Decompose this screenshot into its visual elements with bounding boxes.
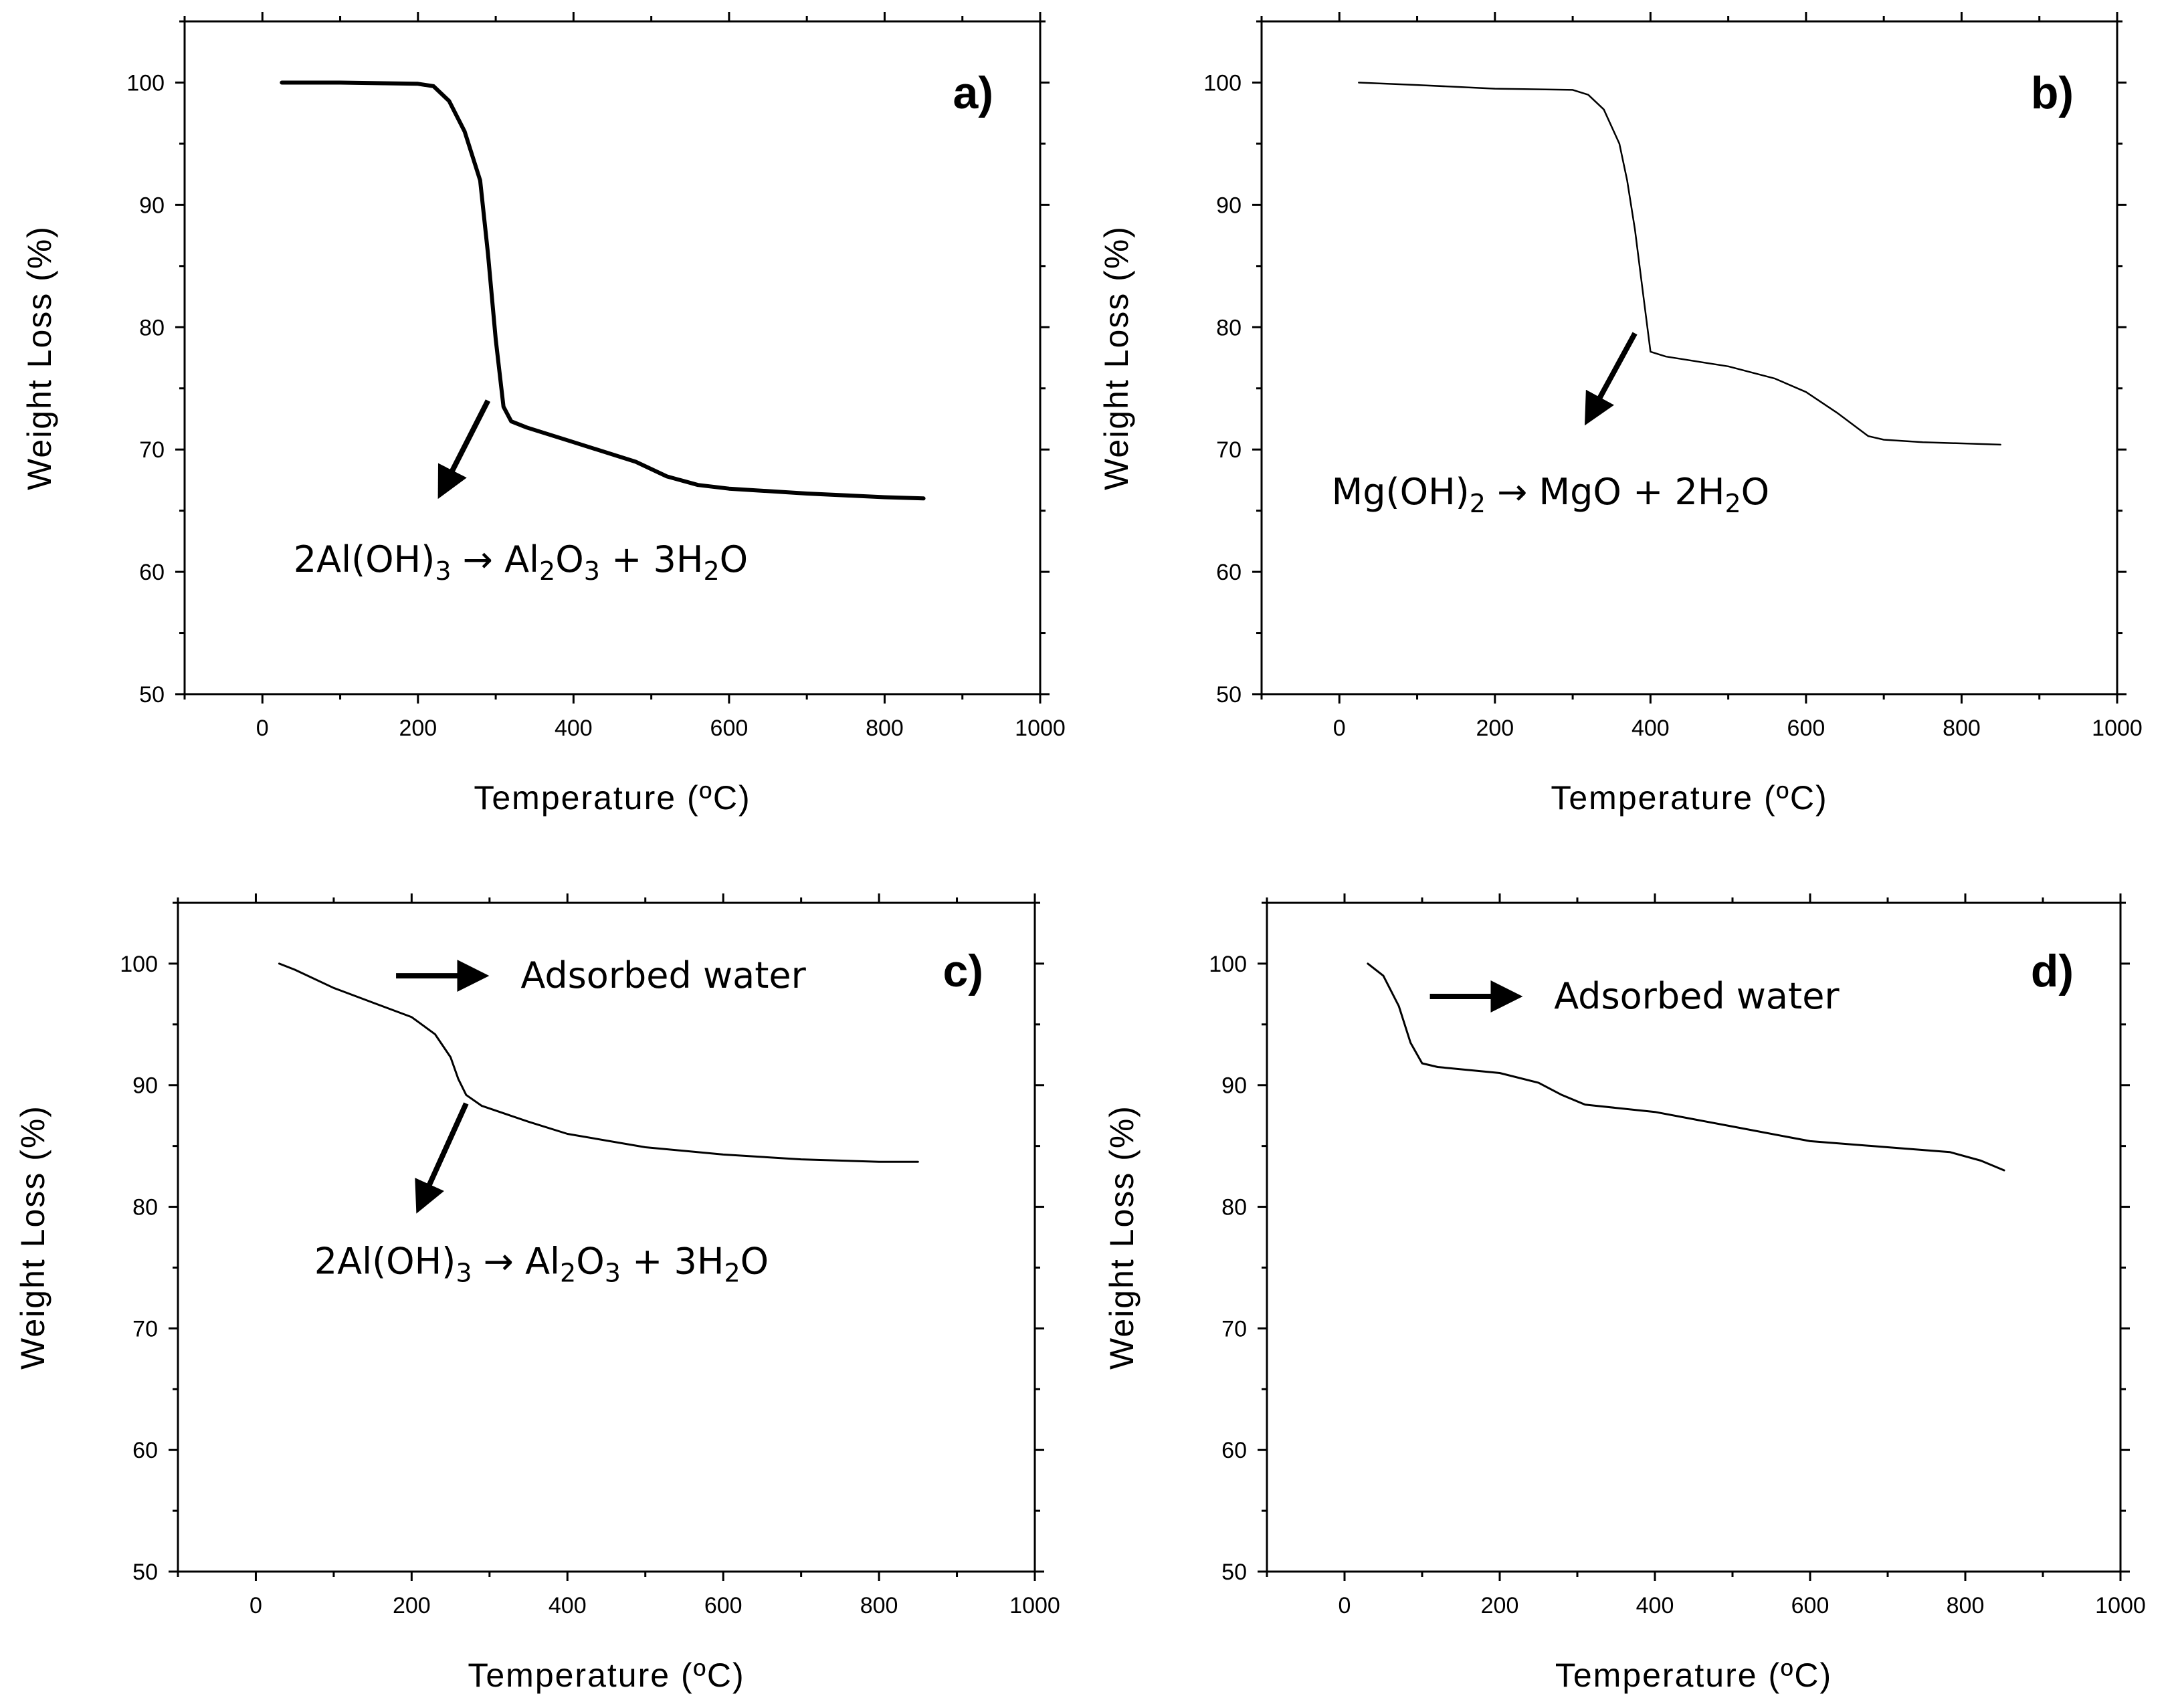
y-tick-label: 50	[132, 1560, 158, 1585]
x-tick-label: 600	[1791, 1593, 1830, 1618]
x-tick-label: 1000	[1009, 1593, 1060, 1618]
panel-label: b)	[2031, 68, 2074, 118]
y-tick-label: 60	[1221, 1438, 1247, 1463]
y-tick-label: 100	[120, 952, 158, 977]
y-tick-label: 90	[1216, 193, 1242, 218]
y-tick-label: 60	[1216, 560, 1242, 585]
x-tick-label: 0	[1333, 716, 1346, 741]
annotation-arrow	[415, 1102, 469, 1214]
x-tick-label: 400	[1636, 1593, 1674, 1618]
y-tick-label: 80	[1221, 1195, 1247, 1220]
y-tick-label: 90	[1221, 1073, 1247, 1099]
plot-frame	[183, 20, 1042, 696]
x-tick-label: 400	[555, 716, 593, 741]
x-axis-title: Temperature (ºC)	[474, 779, 751, 817]
series-line	[1358, 82, 2001, 446]
series-line	[280, 80, 926, 501]
x-tick-label: 200	[1476, 716, 1514, 741]
x-tick-label: 400	[1632, 716, 1670, 741]
y-tick-label: 70	[1216, 437, 1242, 463]
annotation-text: Mg(OH)2 → MgO + 2H2O	[1332, 471, 1770, 518]
x-tick-label: 800	[866, 716, 904, 741]
x-tick-label: 200	[393, 1593, 431, 1618]
y-tick-label: 100	[1209, 952, 1247, 977]
series-line	[278, 962, 919, 1163]
x-tick-label: 0	[256, 716, 269, 741]
y-tick-label: 80	[1216, 315, 1242, 340]
x-tick-label: 400	[549, 1593, 587, 1618]
annotation-text: 2Al(OH)3 → Al2O3 + 3H2O	[294, 538, 748, 586]
panel-c: 0 200 400 600 800 1000 50 60 70 80 90 100 Temperatur…	[14, 893, 1060, 1694]
annotation-text: Adsorbed water	[520, 954, 806, 996]
y-tick-label: 90	[132, 1073, 158, 1099]
x-tick-label: 1000	[2092, 716, 2143, 741]
panel-b: 0 200 400 600 800 1000 50 60 70 80 90 100 Temperatur…	[1098, 12, 2143, 817]
annotation-arrow	[437, 399, 491, 500]
x-axis-title: Temperature (ºC)	[468, 1657, 745, 1694]
y-tick-label: 70	[132, 1316, 158, 1342]
y-tick-label: 100	[1203, 70, 1242, 96]
x-tick-label: 800	[1947, 1593, 1985, 1618]
x-tick-label: 0	[250, 1593, 262, 1618]
y-tick-label: 70	[139, 437, 165, 463]
x-tick-label: 600	[704, 1593, 743, 1618]
x-tick-label: 1000	[1015, 716, 1066, 741]
panel-label: a)	[953, 68, 993, 118]
x-tick-label: 0	[1339, 1593, 1351, 1618]
x-tick-label: 1000	[2095, 1593, 2146, 1618]
y-axis-title: Weight Loss (%)	[14, 1105, 52, 1370]
y-tick-label: 50	[1221, 1560, 1247, 1585]
x-tick-label: 800	[860, 1593, 898, 1618]
plot-frame	[1266, 901, 2122, 1573]
y-tick-label: 50	[139, 682, 165, 708]
panel-d: 0 200 400 600 800 1000 50 60 70 80 90 100 Temperatur…	[1103, 893, 2146, 1694]
x-tick-label: 600	[710, 716, 749, 741]
y-tick-label: 80	[132, 1195, 158, 1220]
y-axis-title: Weight Loss (%)	[1098, 225, 1135, 490]
x-tick-label: 800	[1943, 716, 1981, 741]
y-tick-label: 60	[132, 1438, 158, 1463]
plot-frame	[1260, 20, 2118, 696]
y-tick-label: 90	[139, 193, 165, 218]
panel-a: 0 200 400 600 800 1000 50 60 70 80 90 100 Temperatur…	[21, 12, 1066, 817]
y-axis-title: Weight Loss (%)	[1103, 1105, 1141, 1370]
x-tick-label: 600	[1787, 716, 1825, 741]
x-tick-label: 200	[1481, 1593, 1519, 1618]
y-tick-label: 100	[126, 70, 165, 96]
x-axis-title: Temperature (ºC)	[1551, 779, 1827, 817]
y-tick-label: 60	[139, 560, 165, 585]
y-tick-label: 80	[139, 315, 165, 340]
x-axis-title: Temperature (ºC)	[1555, 1657, 1832, 1694]
x-tick-label: 200	[399, 716, 437, 741]
series-line	[1367, 962, 2005, 1172]
y-axis-title: Weight Loss (%)	[21, 225, 58, 490]
annotation-text: Adsorbed water	[1554, 975, 1840, 1017]
panel-label: d)	[2031, 946, 2074, 996]
annotation-text: 2Al(OH)3 → Al2O3 + 3H2O	[314, 1240, 769, 1287]
y-tick-label: 70	[1221, 1316, 1247, 1342]
y-tick-label: 50	[1216, 682, 1242, 708]
panel-label: c)	[943, 946, 983, 996]
annotation-arrow	[1584, 332, 1638, 426]
plot-frame	[177, 901, 1036, 1573]
